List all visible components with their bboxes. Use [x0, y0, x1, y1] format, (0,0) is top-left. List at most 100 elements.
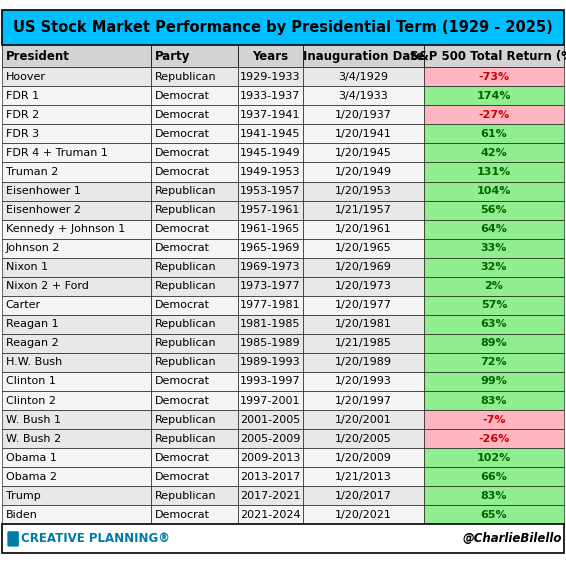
- Text: 1997-2001: 1997-2001: [240, 396, 301, 405]
- Bar: [238, 105, 303, 124]
- Text: 1/20/2017: 1/20/2017: [335, 491, 392, 501]
- Bar: [423, 315, 564, 334]
- Bar: [151, 334, 238, 353]
- Bar: [303, 467, 423, 486]
- Bar: [303, 277, 423, 296]
- Bar: [238, 315, 303, 334]
- Bar: [303, 105, 423, 124]
- Text: 89%: 89%: [481, 338, 507, 348]
- Bar: [2, 200, 151, 220]
- Bar: [238, 144, 303, 163]
- Bar: [238, 391, 303, 410]
- Text: Nixon 1: Nixon 1: [6, 262, 48, 272]
- Text: 1993-1997: 1993-1997: [240, 377, 301, 386]
- Bar: [238, 372, 303, 391]
- Text: 1973-1977: 1973-1977: [240, 282, 301, 291]
- Bar: [238, 181, 303, 200]
- Bar: [2, 124, 151, 144]
- Text: 1/20/1977: 1/20/1977: [335, 300, 392, 310]
- Bar: [151, 467, 238, 486]
- Text: Biden: Biden: [6, 510, 37, 520]
- Bar: [423, 124, 564, 144]
- Bar: [423, 277, 564, 296]
- Text: 1/20/1953: 1/20/1953: [335, 186, 392, 196]
- Text: Obama 2: Obama 2: [6, 472, 57, 482]
- Bar: [423, 86, 564, 105]
- Bar: [151, 391, 238, 410]
- Bar: [151, 296, 238, 315]
- Bar: [151, 448, 238, 467]
- Text: 1965-1969: 1965-1969: [240, 243, 301, 253]
- Text: Democrat: Democrat: [155, 510, 210, 520]
- Bar: [303, 429, 423, 448]
- Text: W. Bush 1: W. Bush 1: [6, 414, 61, 425]
- Bar: [303, 144, 423, 163]
- Text: 1/20/1941: 1/20/1941: [335, 129, 392, 139]
- Text: 1/20/1945: 1/20/1945: [335, 148, 392, 158]
- Text: Democrat: Democrat: [155, 110, 210, 120]
- Text: 1985-1989: 1985-1989: [240, 338, 301, 348]
- Text: 2021-2024: 2021-2024: [240, 510, 301, 520]
- Bar: [423, 372, 564, 391]
- Text: 66%: 66%: [481, 472, 507, 482]
- Text: 1/20/2005: 1/20/2005: [335, 434, 392, 444]
- Text: 1969-1973: 1969-1973: [240, 262, 301, 272]
- Bar: [2, 334, 151, 353]
- Text: Party: Party: [155, 50, 190, 62]
- Text: 1981-1985: 1981-1985: [240, 319, 301, 329]
- Bar: [238, 467, 303, 486]
- Text: 102%: 102%: [477, 453, 511, 463]
- Text: Democrat: Democrat: [155, 453, 210, 463]
- Text: 1/20/2001: 1/20/2001: [335, 414, 392, 425]
- Bar: [423, 67, 564, 86]
- Bar: [2, 296, 151, 315]
- Bar: [2, 45, 151, 67]
- Text: 1/20/1989: 1/20/1989: [335, 358, 392, 368]
- Bar: [151, 353, 238, 372]
- Bar: [423, 144, 564, 163]
- Text: 1929-1933: 1929-1933: [240, 72, 301, 82]
- Text: Nixon 2 + Ford: Nixon 2 + Ford: [6, 282, 88, 291]
- Bar: [151, 45, 238, 67]
- Text: Republican: Republican: [155, 491, 216, 501]
- Bar: [423, 486, 564, 506]
- Bar: [238, 220, 303, 239]
- Bar: [2, 67, 151, 86]
- Bar: [151, 258, 238, 277]
- Bar: [423, 429, 564, 448]
- Text: Democrat: Democrat: [155, 472, 210, 482]
- Bar: [2, 277, 151, 296]
- Bar: [423, 105, 564, 124]
- Text: Republican: Republican: [155, 72, 216, 82]
- Bar: [423, 239, 564, 258]
- Text: FDR 4 + Truman 1: FDR 4 + Truman 1: [6, 148, 108, 158]
- FancyBboxPatch shape: [7, 531, 19, 547]
- Bar: [303, 296, 423, 315]
- Text: 1/21/1985: 1/21/1985: [335, 338, 392, 348]
- Bar: [238, 296, 303, 315]
- Bar: [151, 506, 238, 524]
- Bar: [151, 410, 238, 429]
- Text: Reagan 2: Reagan 2: [6, 338, 58, 348]
- Text: 1/20/1997: 1/20/1997: [335, 396, 392, 405]
- Bar: [2, 506, 151, 524]
- Bar: [423, 200, 564, 220]
- Text: Republican: Republican: [155, 262, 216, 272]
- Text: 131%: 131%: [477, 167, 511, 177]
- Text: -7%: -7%: [482, 414, 506, 425]
- Text: 56%: 56%: [481, 205, 507, 215]
- Text: Republican: Republican: [155, 434, 216, 444]
- Text: 2%: 2%: [484, 282, 503, 291]
- Bar: [303, 239, 423, 258]
- Bar: [238, 200, 303, 220]
- Text: Trump: Trump: [6, 491, 40, 501]
- Text: 61%: 61%: [481, 129, 507, 139]
- Text: Years: Years: [252, 50, 289, 62]
- Text: Eisenhower 1: Eisenhower 1: [6, 186, 80, 196]
- Text: President: President: [6, 50, 70, 62]
- Bar: [238, 353, 303, 372]
- Bar: [2, 181, 151, 200]
- Bar: [423, 334, 564, 353]
- Text: Inauguration Date: Inauguration Date: [303, 50, 424, 62]
- Bar: [303, 334, 423, 353]
